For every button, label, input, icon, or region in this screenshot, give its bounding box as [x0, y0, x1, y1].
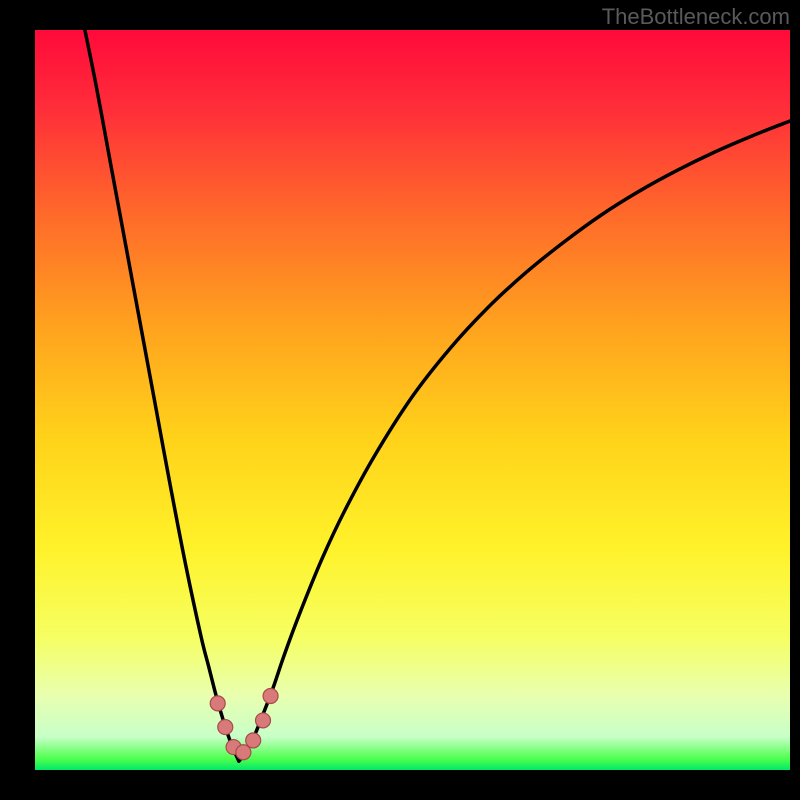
gradient-background [35, 30, 790, 770]
data-marker [218, 720, 233, 735]
source-watermark: TheBottleneck.com [602, 4, 790, 30]
data-marker [256, 713, 271, 728]
plot-area [35, 30, 790, 770]
data-marker [246, 733, 261, 748]
plot-svg [35, 30, 790, 770]
data-marker [210, 696, 225, 711]
frame-bottom [0, 770, 800, 800]
frame-left [0, 0, 35, 800]
data-marker [263, 689, 278, 704]
frame-right [790, 0, 800, 800]
